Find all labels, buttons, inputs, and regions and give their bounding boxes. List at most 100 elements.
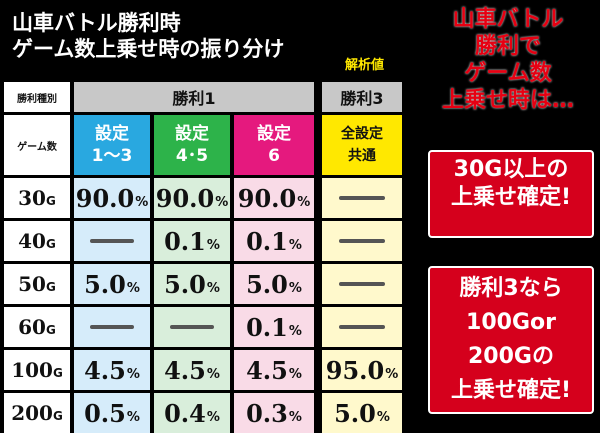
value-unit: % — [206, 237, 220, 253]
value-cell: 90.0% — [74, 178, 150, 218]
corner-label: 勝利種別 — [17, 93, 57, 105]
row-label: 100 G — [4, 350, 70, 390]
value-cell — [322, 178, 402, 218]
value-unit: % — [288, 409, 302, 425]
value: 0.1 — [164, 226, 206, 256]
value-unit: % — [206, 280, 220, 296]
value: 5.0 — [164, 269, 206, 299]
value-unit: % — [215, 194, 229, 210]
value-cell: 90.0% — [154, 178, 230, 218]
value: 95.0 — [325, 355, 385, 385]
value-cell: 4.5% — [234, 350, 314, 390]
dash — [338, 196, 386, 200]
text-line: 上乗せ時は… — [441, 88, 574, 113]
value: 5.0 — [84, 269, 126, 299]
value-cell: 95.0% — [322, 350, 402, 390]
value-unit: % — [385, 366, 399, 382]
value-cell: 0.5% — [74, 393, 150, 433]
value-unit: % — [126, 409, 140, 425]
value-unit: % — [126, 280, 140, 296]
value-unit: % — [288, 237, 302, 253]
value-unit: % — [376, 409, 390, 425]
side-box: 30G以上の 上乗せ確定! — [428, 150, 594, 238]
value: 4.5 — [164, 355, 206, 385]
value-cell: 4.5% — [74, 350, 150, 390]
value: 90.0 — [75, 183, 135, 213]
value-cell — [74, 221, 150, 261]
column-label: 1〜3 — [91, 146, 133, 166]
dash — [89, 239, 135, 243]
value-cell: 5.0% — [322, 393, 402, 433]
games: 100 — [11, 358, 53, 382]
value: 0.3 — [246, 398, 288, 428]
column-label: 設定 — [95, 124, 129, 144]
value: 90.0 — [237, 183, 297, 213]
column-label: 共通 — [348, 148, 376, 164]
games-unit: G — [45, 194, 56, 208]
dash — [169, 325, 215, 329]
text-line: 100Gor — [466, 310, 556, 335]
column-label: 4･5 — [175, 146, 209, 166]
column-label: 全設定 — [341, 126, 383, 142]
dash — [89, 325, 135, 329]
column-header: 設定 1〜3 — [74, 115, 150, 175]
value-cell: 0.4% — [154, 393, 230, 433]
games-unit: G — [45, 323, 56, 337]
value-cell: 5.0% — [74, 264, 150, 304]
games-unit: G — [52, 409, 63, 423]
title-line: ゲーム数上乗せ時の振り分け — [12, 37, 285, 61]
value: 0.5 — [84, 398, 126, 428]
value: 0.1 — [246, 226, 288, 256]
tag: 解析値 — [345, 58, 385, 73]
value-unit: % — [206, 409, 220, 425]
value-cell: 0.1% — [234, 307, 314, 347]
row-label: 40 G — [4, 221, 70, 261]
column-header: 設定 4･5 — [154, 115, 230, 175]
value-cell: 0.1% — [154, 221, 230, 261]
value-cell — [322, 307, 402, 347]
value-cell: 90.0% — [234, 178, 314, 218]
group-label: 勝利1 — [172, 89, 216, 108]
text-line: 上乗せ確定! — [450, 185, 572, 210]
side-lead: 山車バトル 勝利で ゲーム数 上乗せ時は… — [418, 6, 598, 114]
games: 60 — [18, 315, 46, 339]
corner-label: ゲーム数 — [17, 141, 57, 153]
value-cell: 5.0% — [154, 264, 230, 304]
value-cell — [322, 264, 402, 304]
text-line: 上乗せ確定! — [450, 378, 572, 403]
group-header: 勝利3 — [322, 82, 402, 112]
column-header: 全設定 共通 — [322, 115, 402, 175]
row-label: 60 G — [4, 307, 70, 347]
value-cell — [74, 307, 150, 347]
value-unit: % — [297, 194, 311, 210]
dash — [338, 325, 386, 329]
games-unit: G — [45, 280, 56, 294]
value: 0.1 — [246, 312, 288, 342]
value: 5.0 — [334, 398, 376, 428]
games: 50 — [18, 272, 46, 296]
games: 200 — [11, 401, 53, 425]
row-label: 30 G — [4, 178, 70, 218]
dash — [338, 239, 386, 243]
value-cell: 5.0% — [234, 264, 314, 304]
row-label: 200 G — [4, 393, 70, 433]
games: 40 — [18, 229, 46, 253]
group-label: 勝利3 — [340, 89, 384, 108]
games: 30 — [18, 186, 46, 210]
column-header: 設定 6 — [234, 115, 314, 175]
games-unit: G — [52, 366, 63, 380]
value-unit: % — [206, 366, 220, 382]
value: 4.5 — [84, 355, 126, 385]
group-header: 勝利1 — [74, 82, 314, 112]
value-cell: 4.5% — [154, 350, 230, 390]
value-cell: 0.1% — [234, 221, 314, 261]
side-box: 勝利3なら 100Gor 200Gの上乗せ確定! — [428, 266, 594, 414]
text-line: 勝利3なら — [459, 276, 563, 301]
value-unit: % — [126, 366, 140, 382]
text-line: 200Gの — [468, 344, 554, 369]
row-label: 50 G — [4, 264, 70, 304]
value-unit: % — [288, 280, 302, 296]
games-unit: G — [45, 237, 56, 251]
value: 90.0 — [155, 183, 215, 213]
